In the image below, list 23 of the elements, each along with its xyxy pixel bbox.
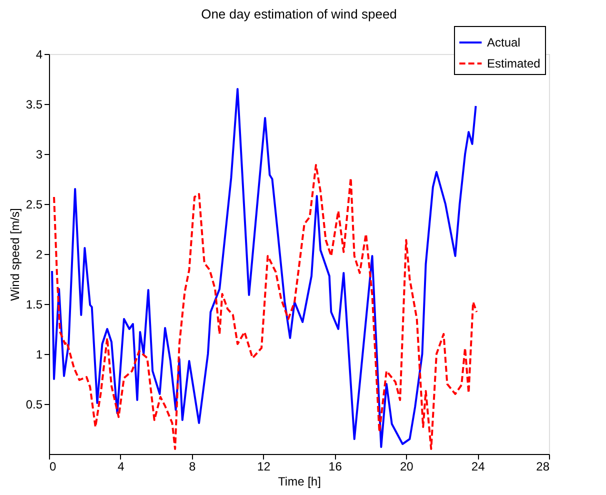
legend-label: Estimated [487,56,540,70]
x-tick-label: 4 [118,460,125,474]
line-series [51,88,477,448]
y-tick-label: 2.5 [26,198,43,212]
line-series [53,164,478,450]
y-tick-label: 0.5 [26,398,43,412]
x-tick-label: 0 [50,460,56,474]
y-tick-label: 3 [36,148,43,162]
y-tick-label: 1 [36,348,43,362]
y-tick-label: 1.5 [26,298,43,312]
x-axis-title: Time [h] [278,474,321,488]
y-tick-label: 2 [36,248,43,262]
y-axis-title: Wind speed [m/s] [8,208,22,301]
y-tick-label: 3.5 [26,98,43,112]
x-tick-label: 20 [400,460,414,474]
x-tick-label: 24 [471,460,486,474]
x-tick-label: 8 [189,460,196,474]
chart-title: One day estimation of wind speed [201,6,397,22]
x-tick-label: 12 [257,460,271,474]
x-tick-label: 16 [328,460,342,474]
legend-label: Actual [487,36,520,50]
x-tick-label: 28 [536,460,550,474]
y-tick-label: 4 [36,48,43,62]
